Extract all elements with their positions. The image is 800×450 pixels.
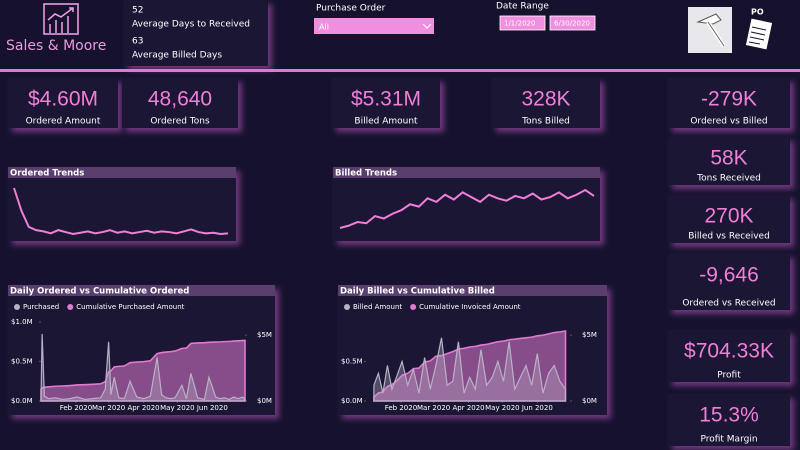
daily-area: [373, 337, 567, 402]
kpi-value: $4.60M: [28, 88, 98, 111]
kpi-card: [668, 394, 790, 446]
chart-title: Daily Billed vs Cumulative Billed: [340, 287, 495, 297]
chart-title-bar: [338, 285, 607, 296]
legend-label: Cumulative Purchased Amount: [76, 303, 184, 311]
dropdown[interactable]: [314, 18, 434, 34]
kpi-label: Ordered vs Received: [682, 299, 775, 309]
brand: Sales & Moore: [6, 38, 106, 54]
kpi-card: [668, 78, 790, 128]
chart-panel: [8, 167, 236, 241]
legend-marker: [14, 304, 20, 310]
y2-tick-label: $5M: [582, 331, 597, 339]
x-tick-label: May 2020: [160, 404, 195, 412]
stat-value: 52: [132, 6, 143, 16]
kpi-card: [668, 330, 790, 382]
x-tick-label: Mar 2020: [417, 404, 450, 412]
kpi-card: [332, 78, 440, 128]
kpi-value: 58K: [710, 147, 747, 170]
x-tick-label: Feb 2020: [60, 404, 92, 412]
y2-tick-label: $0M: [582, 397, 597, 405]
kpi-card: [668, 195, 790, 243]
chart-title: Ordered Trends: [10, 169, 84, 179]
chart-title-bar: [8, 167, 236, 178]
stat-value: 63: [132, 37, 143, 47]
kpi-label: Profit Margin: [700, 435, 757, 445]
kpi-value: -279K: [701, 88, 757, 111]
x-tick-label: Mar 2020: [92, 404, 125, 412]
chart-title-bar: [333, 167, 600, 178]
header-rule: [0, 69, 800, 72]
kpi-card: [122, 78, 238, 128]
kpi-card: [668, 137, 790, 185]
y-tick-label: $0.0M: [341, 397, 363, 405]
x-tick-label: May 2020: [485, 404, 520, 412]
hammer-button[interactable]: [688, 7, 732, 53]
kpi-label: Billed Amount: [354, 117, 418, 127]
y2-tick-label: $5M: [257, 331, 272, 339]
kpi-value: 328K: [521, 88, 570, 111]
kpi-value: $704.33K: [684, 340, 774, 363]
x-tick-label: Jun 2020: [521, 404, 553, 412]
stat-label: Average Days to Received: [132, 20, 250, 30]
y-tick-label: $0.0M: [11, 397, 33, 405]
kpi-label: Ordered Tons: [150, 117, 210, 127]
filter-label: Purchase Order: [316, 4, 386, 14]
date-start[interactable]: [499, 15, 546, 31]
kpi-value: 15.3%: [699, 404, 759, 427]
kpi-label: Ordered Amount: [26, 117, 101, 127]
kpi-card: [668, 254, 790, 310]
chart-panel: [333, 167, 600, 241]
stats-panel: [124, 0, 268, 66]
kpi-value: -9,646: [699, 264, 759, 287]
kpi-value: 48,640: [148, 88, 212, 111]
x-tick-label: Apr 2020: [452, 404, 484, 412]
chart-title: Daily Ordered vs Cumulative Ordered: [10, 287, 189, 297]
date-start-text: 1/1/2020: [504, 20, 535, 28]
kpi-label: Ordered vs Billed: [690, 117, 767, 127]
date-end-text: 6/30/2020: [554, 20, 590, 28]
chevron: [422, 23, 432, 29]
x-tick-label: Feb 2020: [385, 404, 417, 412]
kpi-label: Profit: [717, 371, 741, 381]
stat-label: Average Billed Days: [132, 51, 222, 61]
legend-label: Cumulative Invoiced Amount: [419, 303, 521, 311]
kpi-value: $5.31M: [351, 88, 421, 111]
legend-marker: [410, 304, 417, 310]
kpi-label: Billed vs Received: [688, 232, 770, 242]
kpi-value: 270K: [704, 205, 753, 228]
trend-line: [339, 188, 595, 229]
logo: [43, 3, 79, 35]
legend-marker: [67, 304, 74, 310]
y-tick-label: $1.0M: [11, 318, 33, 326]
kpi-label: Tons Received: [696, 174, 761, 184]
kpi-card: [492, 78, 600, 128]
y2-tick-label: $0M: [257, 397, 272, 405]
x-tick-label: Jun 2020: [196, 404, 228, 412]
y-tick-label: $0.5M: [11, 358, 33, 366]
date-end[interactable]: [549, 15, 596, 31]
kpi-label: Tons Billed: [521, 117, 570, 127]
po-icon[interactable]: [744, 17, 774, 51]
x-tick-label: Apr 2020: [127, 404, 159, 412]
dropdown-value: All: [319, 23, 329, 32]
chart-title-bar: [8, 285, 275, 296]
y-tick-label: $0.5M: [341, 358, 363, 366]
kpi-card: [8, 78, 118, 128]
trend-line: [13, 187, 229, 236]
daily-area: [40, 333, 246, 402]
legend-marker: [344, 304, 350, 310]
legend-label: Billed Amount: [353, 303, 402, 311]
legend-label: Purchased: [23, 303, 59, 311]
chart-title: Billed Trends: [335, 169, 397, 179]
filter-label: Date Range: [496, 2, 549, 12]
po-label: PO: [751, 8, 764, 17]
